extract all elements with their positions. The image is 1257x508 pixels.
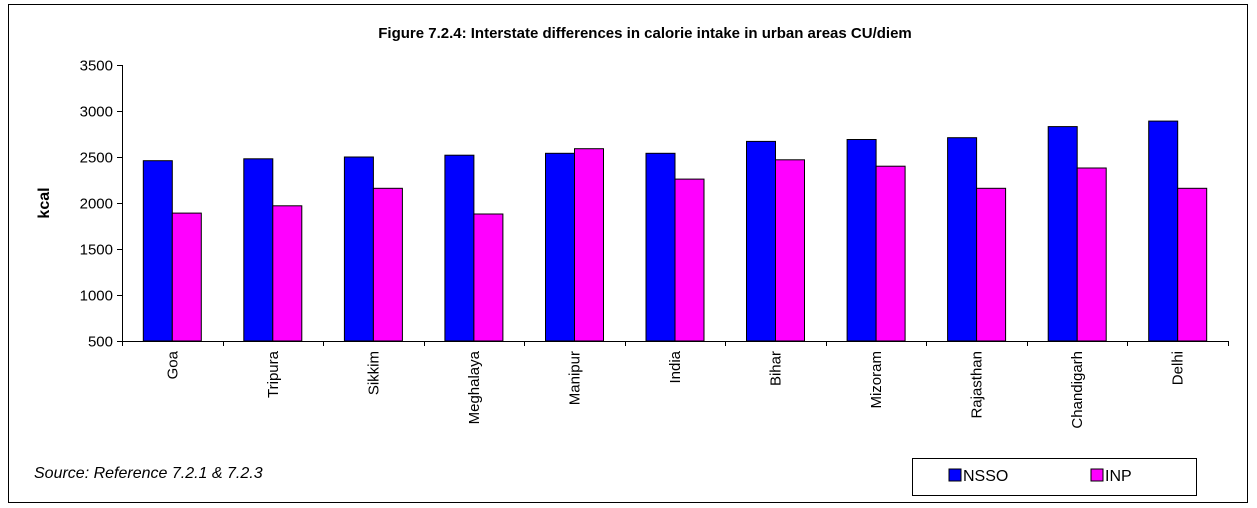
x-tick-label: Chandigarh — [1069, 351, 1086, 429]
chart-border — [8, 4, 1248, 503]
x-tick-label: India — [667, 350, 684, 383]
bar-inp-meghalaya — [473, 213, 504, 342]
x-tick-label: Meghalaya — [466, 350, 483, 424]
x-tick-label: Sikkim — [365, 351, 382, 395]
bar-nsso-tripura — [243, 158, 274, 342]
bar-nsso-india — [645, 152, 676, 342]
legend-label-nsso: NSSO — [963, 468, 1008, 485]
bar-inp-india — [674, 178, 705, 342]
bar-nsso-chandigarh — [1047, 126, 1078, 342]
source-note: Source: Reference 7.2.1 & 7.2.3 — [34, 465, 263, 482]
bar-nsso-delhi — [1148, 120, 1179, 342]
x-tick-label: Rajasthan — [969, 351, 986, 419]
legend-swatch-nsso — [948, 468, 962, 482]
y-tick-label: 3500 — [80, 58, 113, 75]
y-tick-label: 2000 — [80, 196, 113, 213]
chart-title: Figure 7.2.4: Interstate differences in … — [378, 25, 912, 42]
bar-nsso-sikkim — [343, 156, 374, 342]
bar-nsso-rajasthan — [947, 137, 978, 342]
legend-label-inp: INP — [1105, 468, 1132, 485]
bar-inp-bihar — [775, 159, 805, 342]
bar-inp-rajasthan — [976, 187, 1007, 342]
bar-nsso-meghalaya — [444, 154, 475, 342]
x-tick-label: Tripura — [265, 350, 282, 398]
x-tick-label: Bihar — [768, 351, 785, 386]
bar-nsso-bihar — [746, 140, 776, 342]
y-tick-label: 3000 — [80, 104, 113, 121]
y-tick-label: 500 — [88, 334, 113, 351]
bar-inp-delhi — [1177, 187, 1208, 342]
x-tick-label: Mizoram — [868, 351, 885, 409]
bar-inp-mizoram — [875, 165, 906, 342]
y-tick-label: 1500 — [80, 242, 113, 259]
legend: NSSO INP — [912, 458, 1197, 496]
bar-nsso-manipur — [545, 152, 575, 342]
bar-nsso-mizoram — [846, 139, 877, 342]
bar-inp-tripura — [272, 205, 303, 342]
x-tick-label: Delhi — [1170, 351, 1187, 385]
x-tick-label: Manipur — [567, 351, 584, 405]
legend-swatch-inp — [1090, 468, 1104, 482]
bar-inp-sikkim — [372, 187, 403, 342]
bar-inp-chandigarh — [1076, 167, 1107, 342]
plot-area: 500 1000 1500 2000 2500 3000 3500 Goa Tripura Sik… — [80, 58, 1229, 429]
y-tick-label: 1000 — [80, 288, 113, 305]
bar-inp-goa — [171, 212, 202, 342]
bar-inp-manipur — [574, 148, 604, 342]
x-tick-label: Goa — [164, 350, 181, 379]
bar-nsso-goa — [142, 160, 173, 342]
y-axis-label: kcal — [36, 187, 53, 218]
y-tick-label: 2500 — [80, 150, 113, 167]
